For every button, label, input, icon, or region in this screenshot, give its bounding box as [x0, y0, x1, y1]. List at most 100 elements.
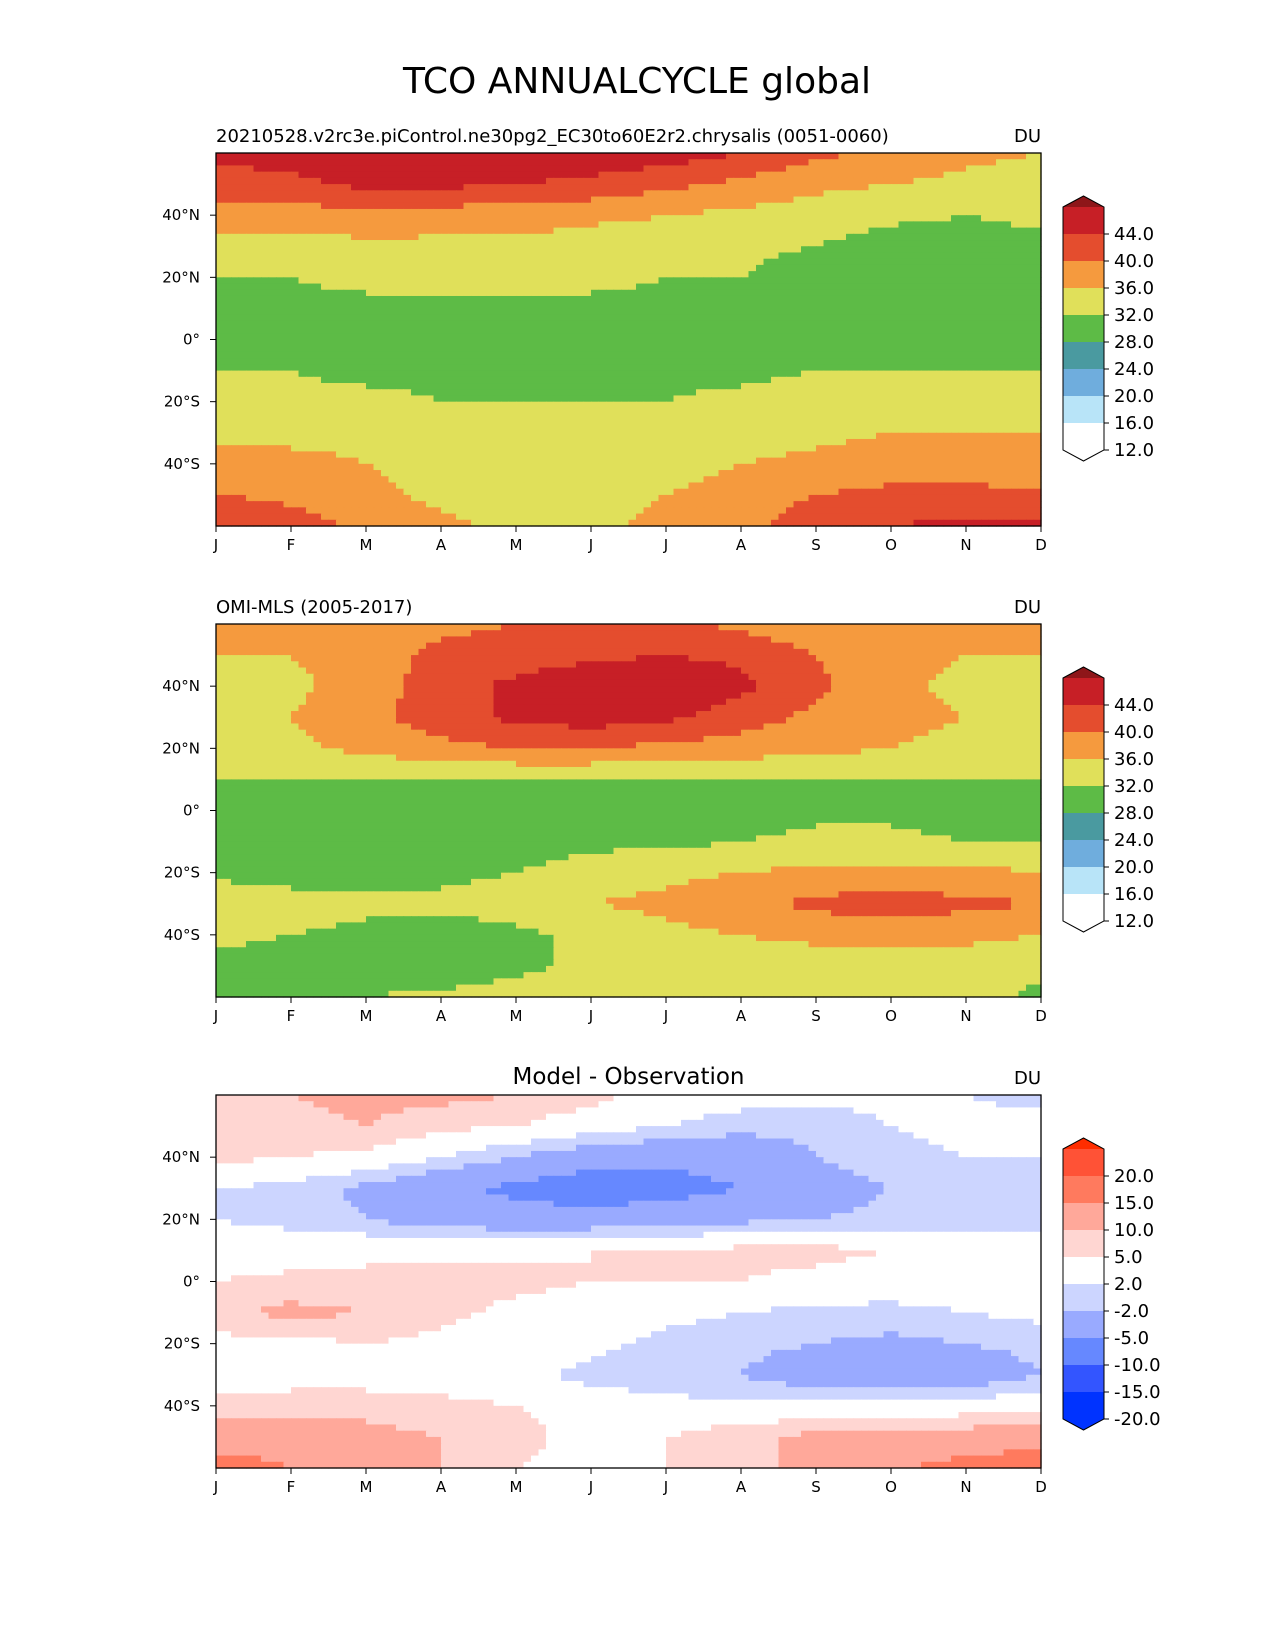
contour-cell [801, 389, 809, 396]
contour-cell [419, 340, 427, 347]
contour-cell [561, 308, 569, 315]
contour-cell [764, 352, 772, 359]
contour-cell [404, 240, 412, 247]
contour-cell [501, 358, 509, 365]
contour-cell [854, 184, 862, 191]
contour-cell [681, 340, 689, 347]
contour-cell [831, 321, 839, 328]
contour-cell [629, 165, 637, 172]
contour-cell [659, 346, 667, 353]
contour-cell [824, 240, 832, 247]
contour-cell [291, 427, 299, 434]
contour-cell [696, 221, 704, 228]
contour-cell [231, 371, 239, 378]
contour-cell [681, 221, 689, 228]
contour-cell [261, 420, 269, 427]
contour-cell [704, 172, 712, 179]
contour-cell [381, 178, 389, 185]
contour-cell [524, 302, 532, 309]
contour-cell [411, 203, 419, 210]
contour-cell [539, 333, 547, 340]
contour-cell [719, 321, 727, 328]
contour-cell [651, 290, 659, 297]
contour-cell [321, 246, 329, 253]
contour-cell [951, 265, 959, 272]
contour-cell [891, 346, 899, 353]
contour-cell [404, 364, 412, 371]
contour-cell [239, 240, 247, 247]
contour-cell [561, 414, 569, 421]
contour-cell [996, 377, 1004, 384]
contour-cell [359, 333, 367, 340]
contour-cell [1004, 346, 1012, 353]
contour-cell [831, 408, 839, 415]
contour-cell [741, 389, 749, 396]
contour-cell [539, 190, 547, 197]
contour-cell [644, 321, 652, 328]
contour-cell [981, 209, 989, 216]
contour-cell [426, 290, 434, 297]
contour-cell [854, 402, 862, 409]
contour-cell [591, 159, 599, 166]
contour-cell [734, 259, 742, 266]
contour-cell [1026, 296, 1034, 303]
contour-cell [839, 420, 847, 427]
contour-cell [246, 234, 254, 241]
contour-cell [914, 315, 922, 322]
contour-cell [329, 321, 337, 328]
contour-cell [216, 159, 224, 166]
contour-cell [689, 383, 697, 390]
contour-cell [636, 377, 644, 384]
contour-cell [996, 408, 1004, 415]
contour-cell [726, 296, 734, 303]
contour-cell [921, 209, 929, 216]
contour-cell [726, 395, 734, 402]
contour-cell [899, 414, 907, 421]
contour-cell [756, 414, 764, 421]
contour-cell [531, 284, 539, 291]
contour-cell [591, 197, 599, 204]
contour-cell [704, 246, 712, 253]
contour-cell [404, 420, 412, 427]
contour-cell [741, 284, 749, 291]
contour-cell [756, 271, 764, 278]
contour-cell [884, 284, 892, 291]
contour-cell [681, 408, 689, 415]
contour-cell [276, 228, 284, 235]
contour-cell [554, 228, 562, 235]
contour-cell [531, 352, 539, 359]
contour-cell [351, 408, 359, 415]
contour-cell [951, 215, 959, 222]
contour-cell [291, 395, 299, 402]
contour-cell [1011, 414, 1019, 421]
contour-cell [621, 402, 629, 409]
contour-cell [674, 203, 682, 210]
contour-cell [486, 228, 494, 235]
contour-cell [539, 203, 547, 210]
contour-cell [261, 178, 269, 185]
contour-cell [599, 178, 607, 185]
contour-cell [479, 197, 487, 204]
contour-cell [321, 265, 329, 272]
contour-cell [726, 228, 734, 235]
contour-cell [276, 389, 284, 396]
contour-cell [336, 352, 344, 359]
contour-cell [779, 389, 787, 396]
contour-cell [314, 159, 322, 166]
contour-cell [254, 165, 262, 172]
contour-cell [869, 346, 877, 353]
contour-cell [876, 277, 884, 284]
contour-cell [831, 302, 839, 309]
contour-cell [674, 221, 682, 228]
contour-cell [426, 277, 434, 284]
contour-cell [314, 277, 322, 284]
contour-cell [914, 178, 922, 185]
contour-cell [389, 340, 397, 347]
contour-cell [614, 340, 622, 347]
contour-cell [419, 252, 427, 259]
contour-cell [1004, 246, 1012, 253]
contour-cell [344, 414, 352, 421]
contour-cell [959, 234, 967, 241]
contour-cell [554, 340, 562, 347]
contour-cell [389, 346, 397, 353]
